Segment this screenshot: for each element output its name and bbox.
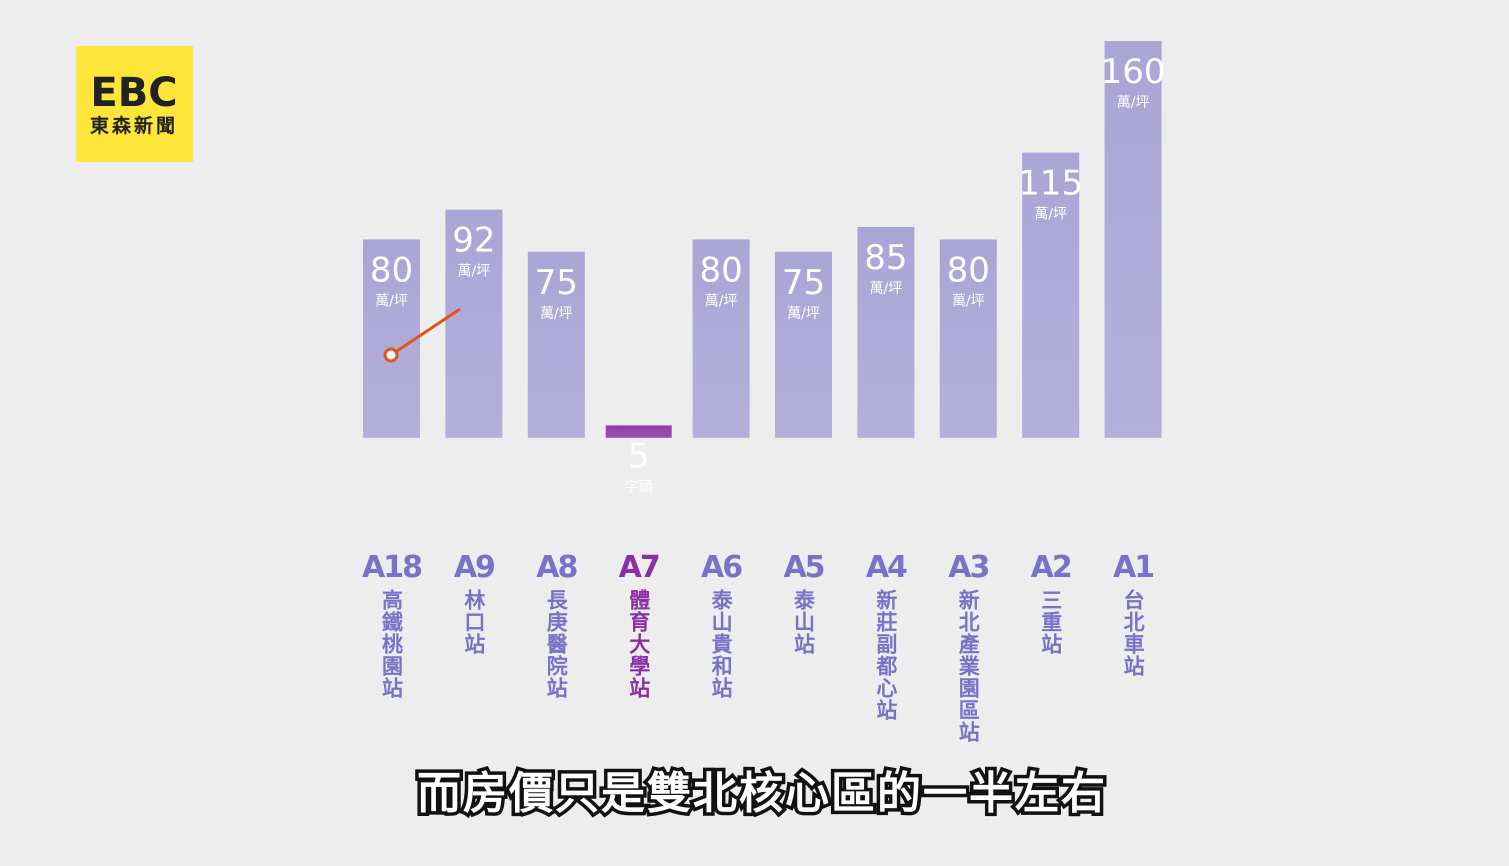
x-tick-label: A5 [783,550,823,585]
station-name: 長庚醫院站 [544,589,568,699]
value-label: 5 [628,436,650,476]
marker-line [390,307,461,357]
value-label: 85 [864,238,907,278]
unit-label: 萬/坪 [870,281,903,297]
x-tick-label: A8 [536,550,577,585]
marker [383,307,461,363]
unit-label: 萬/坪 [787,306,820,322]
unit-label: 萬/坪 [540,306,573,322]
x-tick-label: A4 [866,550,907,585]
station-name: 泰山站 [792,589,817,655]
station-name: 林口站 [462,588,486,655]
value-label: 75 [782,263,825,303]
bar-shade [1022,152,1080,438]
station-name: 新莊副都心站 [874,588,899,721]
value-label: 160 [1101,52,1166,92]
x-tick-label: A2 [1031,550,1071,585]
bar-shade [527,251,585,438]
value-label: 80 [699,250,742,290]
unit-label: 字頭 [625,479,653,495]
unit-label: 萬/坪 [375,293,408,309]
station-name: 新北產業園區站 [956,588,980,743]
x-tick-label: A1 [1113,550,1153,585]
unit-label: 萬/坪 [1034,207,1067,223]
bar-shade [775,251,832,438]
bar-shade [445,209,503,438]
station-name: 泰山貴和站 [709,589,734,699]
marker-dot [383,347,399,363]
unit-label: 萬/坪 [458,264,491,280]
station-name: 體育大學站 [627,588,651,699]
value-label: 92 [452,221,495,261]
bar-shade [692,239,750,438]
bar-shade [939,239,997,438]
bar-shade [1104,41,1162,438]
value-label: 115 [1018,164,1083,204]
station-name: 台北車站 [1121,588,1145,677]
station-name: 三重站 [1039,589,1063,655]
value-label: 80 [947,250,990,290]
x-tick-label: A9 [454,550,494,585]
bar-shade [605,425,672,438]
x-tick-label: A18 [362,550,422,585]
bar-shade [857,227,915,438]
logo: EBC 東森新聞 [76,46,193,162]
unit-label: 萬/坪 [1117,95,1150,111]
x-tick-label: A3 [948,550,988,585]
value-label: 75 [535,263,578,303]
unit-label: 萬/坪 [952,293,985,309]
x-tick-label: A6 [701,550,742,585]
caption: 而房價只是雙北核心區的一半左右 [417,768,1107,819]
logo-bg [76,46,193,162]
unit-label: 萬/坪 [705,293,738,309]
x-tick-label: A7 [619,550,659,585]
logo-brand: EBC [90,70,177,116]
logo-name: 東森新聞 [90,114,178,137]
value-label: 80 [370,250,413,290]
station-name: 高鐵桃園站 [380,588,404,699]
bar-shade [363,239,420,438]
